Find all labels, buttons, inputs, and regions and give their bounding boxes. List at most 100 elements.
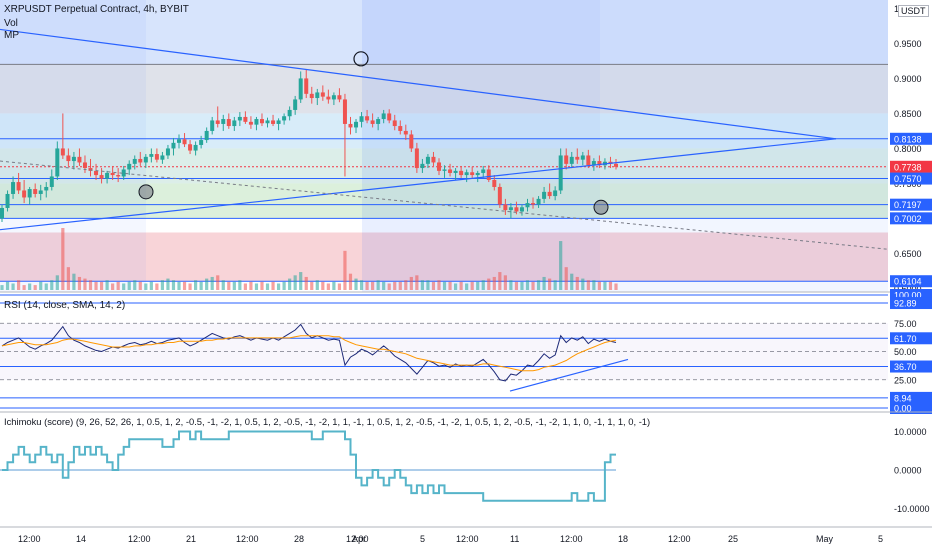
volume-bar [155, 283, 159, 290]
volume-bar [437, 280, 441, 290]
volume-bar [94, 281, 98, 290]
volume-bar [16, 280, 21, 290]
candle-body [237, 116, 242, 121]
candle-body [525, 203, 530, 208]
ascending-trendline [0, 138, 837, 231]
candle-body [132, 158, 137, 164]
volume-bar [288, 278, 292, 290]
time-axis-tick-label: 12:00 [236, 534, 259, 544]
candle-body [575, 156, 580, 160]
time-axis-tick-label: 11 [510, 534, 519, 544]
price-level-label: 0.8138 [894, 134, 922, 144]
candle-body [193, 144, 198, 151]
candle-body [182, 139, 187, 145]
candle-body [105, 172, 110, 179]
volume-bar [260, 281, 264, 290]
candle-body [149, 154, 154, 157]
volume-bar [376, 280, 380, 290]
candle-body [304, 78, 309, 94]
candle-body [11, 182, 16, 194]
volume-bar [498, 272, 502, 290]
volume-bar [359, 280, 364, 290]
candle-body [331, 95, 336, 100]
candle-body [553, 190, 558, 197]
volume-bar [481, 280, 485, 290]
candle-body [315, 92, 320, 99]
candle-body [243, 116, 248, 122]
volume-bar [321, 281, 325, 290]
volume-bar [50, 280, 54, 290]
candle-body [99, 175, 104, 179]
volume-bar [586, 280, 590, 290]
candle-body [38, 190, 43, 194]
rsi-level-label-bg [890, 402, 932, 414]
volume-bar [592, 280, 596, 290]
descending-trendline [0, 28, 837, 140]
volume-bar [265, 283, 270, 290]
time-axis-tick-label: 5 [420, 534, 425, 544]
candle-body [370, 120, 375, 124]
volume-bar [66, 267, 70, 290]
volume-bar [304, 276, 308, 290]
volume-bar [216, 275, 220, 290]
volume-bar [199, 281, 203, 290]
candle-body [298, 78, 303, 100]
volume-bar [597, 281, 602, 290]
volume-bar [415, 275, 419, 290]
volume-bar [426, 280, 430, 290]
candle-body [591, 161, 596, 166]
candle-body [82, 162, 87, 169]
candle-body [481, 169, 486, 173]
volume-bar [564, 267, 568, 290]
candle-body [116, 175, 121, 177]
candle-body [55, 148, 60, 177]
volume-bar [177, 281, 181, 290]
price-axis-tick-label: 0.9000 [894, 74, 922, 84]
price-axis-tick-label: 0.8000 [894, 144, 922, 154]
candle-body [503, 204, 508, 211]
volume-bar [542, 276, 546, 290]
price-axis-tick-label: 0.9500 [894, 39, 922, 49]
rsi-axis-tick-label: 75.00 [894, 319, 917, 329]
candle-body [448, 169, 453, 173]
price-level-label-bg [890, 132, 932, 145]
volume-bar [520, 281, 524, 290]
dashed-trendline [0, 160, 889, 250]
session-shade-2 [600, 0, 888, 292]
rsi-level-label: 100.00 [894, 291, 922, 301]
candle-body [276, 120, 281, 124]
candle-body [531, 203, 536, 205]
volume-bar [509, 280, 513, 290]
rsi-axis-tick-label: 25.00 [894, 375, 917, 385]
rsi-level-label-bg [890, 332, 932, 345]
candle-body [287, 109, 292, 117]
volume-bar [409, 276, 413, 290]
price-level-label: 0.7570 [894, 174, 922, 184]
volume-bar [525, 280, 530, 290]
volume-bar [138, 281, 142, 290]
currency-badge[interactable]: USDT [898, 5, 929, 17]
candle-body [143, 156, 148, 163]
candle-body [309, 93, 314, 99]
rsi-level-label-bg [890, 391, 932, 404]
volume-bar [420, 280, 424, 290]
volume-bar [398, 281, 402, 290]
rsi-level-label: 36.70 [894, 362, 917, 372]
candle-body [442, 169, 447, 171]
candle-body [470, 172, 475, 176]
candle-body [459, 170, 464, 176]
candle-body [88, 168, 93, 171]
candle-body [282, 116, 287, 121]
session-shade-1 [362, 0, 600, 292]
volume-bar [382, 281, 386, 290]
ichimoku-axis-tick-label: -10.0000 [894, 504, 930, 514]
candle-body [259, 119, 264, 124]
volume-bar [83, 278, 87, 290]
volume-bar [570, 273, 574, 290]
ichimoku-score-line [2, 430, 616, 502]
candle-body [33, 189, 38, 194]
price-axis-tick-label: 0.6000 [894, 284, 922, 294]
volume-bar [238, 280, 242, 290]
